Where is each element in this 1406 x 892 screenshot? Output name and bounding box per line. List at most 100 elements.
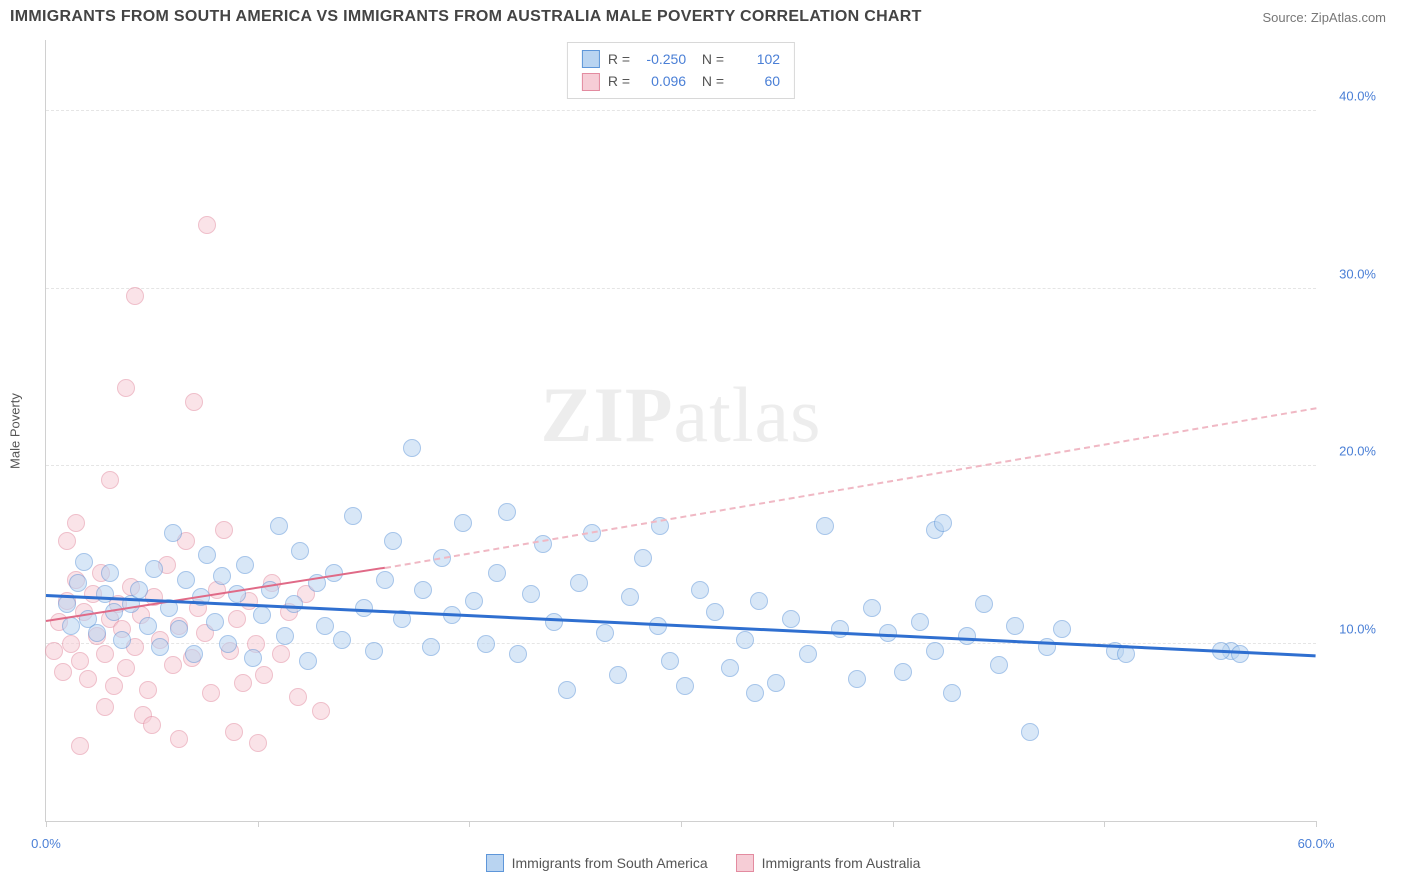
stat-r: 0.096 — [638, 70, 686, 92]
data-point-south_america — [422, 638, 440, 656]
data-point-south_america — [228, 585, 246, 603]
data-point-south_america — [911, 613, 929, 631]
stat-r: -0.250 — [638, 48, 686, 70]
data-point-australia — [58, 532, 76, 550]
data-point-south_america — [376, 571, 394, 589]
data-point-south_america — [477, 635, 495, 653]
data-point-south_america — [219, 635, 237, 653]
data-point-south_america — [1006, 617, 1024, 635]
data-point-south_america — [863, 599, 881, 617]
data-point-south_america — [403, 439, 421, 457]
watermark: ZIPatlas — [541, 370, 822, 460]
data-point-south_america — [253, 606, 271, 624]
data-point-south_america — [170, 620, 188, 638]
data-point-south_america — [706, 603, 724, 621]
data-point-south_america — [62, 617, 80, 635]
data-point-south_america — [88, 624, 106, 642]
data-point-south_america — [498, 503, 516, 521]
x-tick — [469, 821, 470, 827]
legend-stats: R =-0.250 N =102R =0.096 N =60 — [567, 42, 795, 99]
gridline — [46, 110, 1316, 111]
legend-stat-row: R = 0.096 N = 60 — [582, 70, 780, 92]
data-point-south_america — [1053, 620, 1071, 638]
data-point-south_america — [414, 581, 432, 599]
data-point-south_america — [522, 585, 540, 603]
legend-label: Immigrants from Australia — [762, 855, 921, 871]
data-point-south_america — [721, 659, 739, 677]
data-point-south_america — [621, 588, 639, 606]
data-point-south_america — [488, 564, 506, 582]
data-point-south_america — [164, 524, 182, 542]
data-point-south_america — [746, 684, 764, 702]
data-point-australia — [126, 287, 144, 305]
data-point-south_america — [894, 663, 912, 681]
data-point-australia — [185, 393, 203, 411]
data-point-australia — [164, 656, 182, 674]
data-point-south_america — [285, 595, 303, 613]
data-point-south_america — [975, 595, 993, 613]
data-point-south_america — [113, 631, 131, 649]
gridline — [46, 288, 1316, 289]
data-point-australia — [105, 677, 123, 695]
x-tick — [1316, 821, 1317, 827]
data-point-south_america — [365, 642, 383, 660]
data-point-south_america — [454, 514, 472, 532]
data-point-australia — [234, 674, 252, 692]
legend-bottom: Immigrants from South America Immigrants … — [0, 854, 1406, 872]
data-point-south_america — [465, 592, 483, 610]
data-point-south_america — [206, 613, 224, 631]
data-point-south_america — [145, 560, 163, 578]
data-point-australia — [54, 663, 72, 681]
trend-line — [384, 407, 1316, 569]
data-point-south_america — [831, 620, 849, 638]
stat-n: 60 — [732, 70, 780, 92]
data-point-south_america — [934, 514, 952, 532]
data-point-australia — [101, 471, 119, 489]
stat-label: R = — [608, 70, 630, 92]
data-point-south_america — [545, 613, 563, 631]
legend-swatch — [736, 854, 754, 872]
data-point-south_america — [799, 645, 817, 663]
data-point-australia — [71, 737, 89, 755]
y-tick-label: 10.0% — [1339, 621, 1376, 636]
data-point-south_america — [69, 574, 87, 592]
data-point-australia — [272, 645, 290, 663]
data-point-australia — [96, 698, 114, 716]
data-point-south_america — [661, 652, 679, 670]
data-point-south_america — [570, 574, 588, 592]
data-point-south_america — [736, 631, 754, 649]
y-tick-label: 30.0% — [1339, 266, 1376, 281]
data-point-australia — [202, 684, 220, 702]
data-point-south_america — [185, 645, 203, 663]
data-point-south_america — [177, 571, 195, 589]
data-point-south_america — [236, 556, 254, 574]
legend-stat-row: R =-0.250 N =102 — [582, 48, 780, 70]
data-point-south_america — [1231, 645, 1249, 663]
legend-swatch — [582, 73, 600, 91]
data-point-australia — [117, 379, 135, 397]
data-point-south_america — [213, 567, 231, 585]
data-point-south_america — [676, 677, 694, 695]
data-point-australia — [71, 652, 89, 670]
data-point-south_america — [990, 656, 1008, 674]
data-point-south_america — [325, 564, 343, 582]
data-point-australia — [96, 645, 114, 663]
data-point-south_america — [782, 610, 800, 628]
chart-title: IMMIGRANTS FROM SOUTH AMERICA VS IMMIGRA… — [10, 8, 922, 26]
data-point-south_america — [943, 684, 961, 702]
data-point-australia — [225, 723, 243, 741]
x-tick — [1104, 821, 1105, 827]
data-point-australia — [45, 642, 63, 660]
stat-label: N = — [694, 70, 724, 92]
x-tick-label: 0.0% — [31, 836, 61, 851]
legend-label: Immigrants from South America — [512, 855, 708, 871]
data-point-south_america — [299, 652, 317, 670]
data-point-south_america — [270, 517, 288, 535]
data-point-south_america — [130, 581, 148, 599]
data-point-south_america — [276, 627, 294, 645]
data-point-australia — [117, 659, 135, 677]
y-tick-label: 40.0% — [1339, 89, 1376, 104]
data-point-australia — [139, 681, 157, 699]
stat-label: R = — [608, 48, 630, 70]
data-point-australia — [170, 730, 188, 748]
